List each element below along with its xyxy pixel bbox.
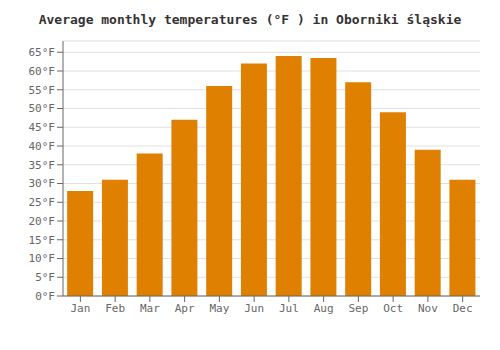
svg-text:Dec: Dec <box>453 302 473 315</box>
svg-text:Jun: Jun <box>244 302 264 315</box>
svg-text:May: May <box>209 302 229 315</box>
svg-text:Feb: Feb <box>105 302 125 315</box>
svg-text:20°F: 20°F <box>29 215 56 228</box>
svg-text:35°F: 35°F <box>29 159 56 172</box>
svg-text:Nov: Nov <box>418 302 438 315</box>
svg-text:25°F: 25°F <box>29 196 56 209</box>
svg-text:40°F: 40°F <box>29 140 56 153</box>
svg-text:0°F: 0°F <box>35 290 55 303</box>
svg-text:Oct: Oct <box>383 302 403 315</box>
html-text:Average monthly temperatures (: Average monthly temperatures (°F ) in Ob… <box>38 12 462 27</box>
svg-text:65°F: 65°F <box>29 46 56 59</box>
svg-text:50°F: 50°F <box>29 102 56 115</box>
svg-text:15°F: 15°F <box>29 234 56 247</box>
svg-text:Jul: Jul <box>279 302 299 315</box>
svg-text:Mar: Mar <box>140 302 160 315</box>
svg-text:Aug: Aug <box>314 302 334 315</box>
svg-text:55°F: 55°F <box>29 84 56 97</box>
svg-text:Apr: Apr <box>175 302 195 315</box>
svg-text:60°F: 60°F <box>29 65 56 78</box>
svg-text:30°F: 30°F <box>29 177 56 190</box>
svg-text:45°F: 45°F <box>29 121 56 134</box>
svg-text:10°F: 10°F <box>29 252 56 265</box>
svg-text:Sep: Sep <box>348 302 368 315</box>
svg-text:5°F: 5°F <box>35 271 55 284</box>
svg-text:Jan: Jan <box>70 302 90 315</box>
